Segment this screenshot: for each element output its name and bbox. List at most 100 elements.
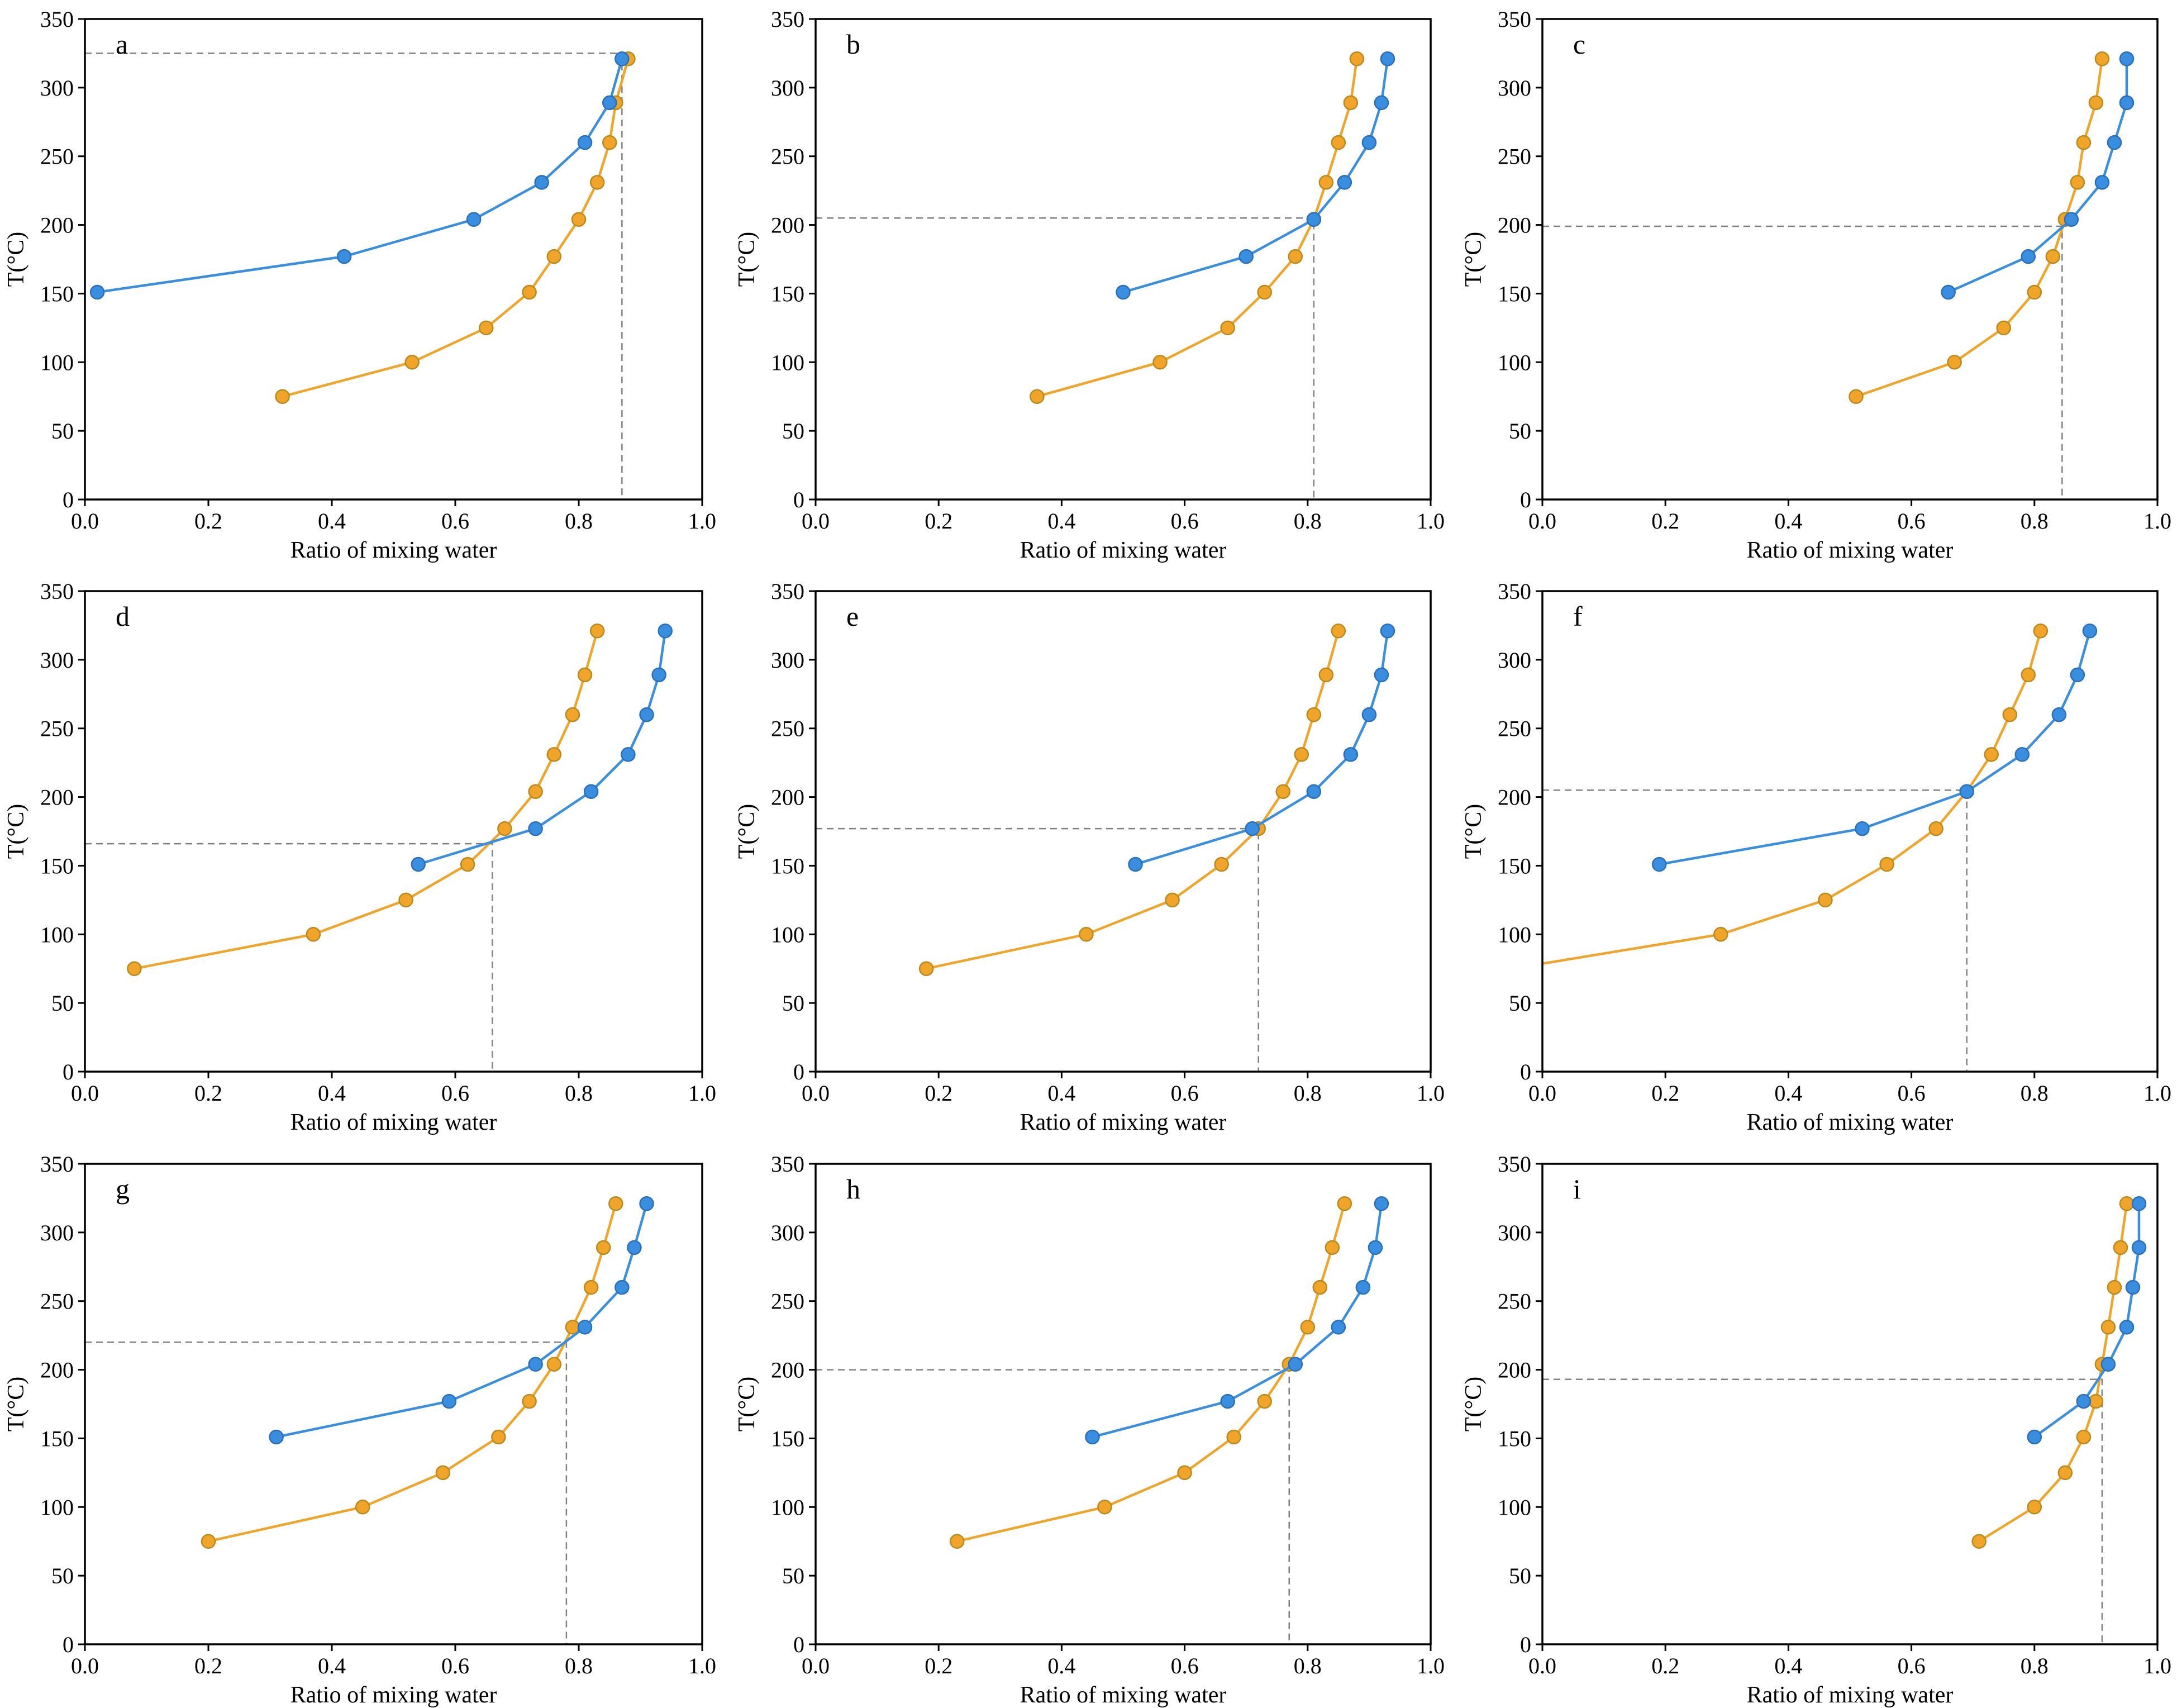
data-point-blue: [2076, 1393, 2092, 1409]
data-point-orange: [1928, 821, 1943, 836]
data-point-blue: [528, 1357, 543, 1372]
x-tick-label: 0.8: [1294, 1081, 1322, 1106]
y-tick-label: 50: [1509, 991, 1531, 1016]
data-point-blue: [2100, 1357, 2116, 1372]
data-point-orange: [127, 961, 142, 976]
data-point-orange: [1713, 927, 1728, 942]
intersection-guide: [816, 1369, 1290, 1644]
panel-label: i: [1573, 1173, 1581, 1205]
data-point-blue: [2070, 667, 2085, 683]
x-tick-label: 0.8: [565, 508, 593, 534]
data-point-orange: [2021, 667, 2036, 683]
data-point-orange: [1079, 927, 1094, 942]
panel-label: f: [1573, 601, 1583, 632]
data-point-orange: [589, 624, 605, 639]
data-point-orange: [2076, 135, 2092, 150]
data-point-orange: [404, 355, 420, 370]
data-point-orange: [2113, 1240, 2128, 1255]
x-tick-label: 0.0: [71, 1081, 99, 1106]
data-point-blue: [1085, 1429, 1100, 1445]
x-tick-label: 1.0: [688, 1653, 716, 1678]
data-point-orange: [2100, 1320, 2116, 1335]
x-tick-label: 0.8: [565, 1653, 593, 1678]
data-point-blue: [1238, 249, 1254, 264]
y-tick-label: 300: [1498, 75, 1531, 101]
y-tick-label: 100: [771, 350, 804, 375]
data-point-blue: [1855, 821, 1870, 836]
y-tick-label: 300: [771, 648, 804, 673]
y-tick-label: 0: [63, 1632, 74, 1657]
y-tick-label: 350: [771, 579, 804, 604]
data-point-orange: [528, 784, 543, 799]
data-point-blue: [1374, 1196, 1389, 1211]
y-tick-label: 150: [771, 853, 804, 878]
data-point-orange: [435, 1465, 451, 1481]
y-tick-label: 250: [1498, 144, 1531, 169]
y-tick-label: 300: [40, 75, 74, 101]
data-point-orange: [1257, 1393, 1272, 1409]
panel-e: 0.0 0.2 0.4 0.6 0.8 1.0 0 50 100 150 200 250 300 350 R…: [734, 579, 1445, 1135]
data-point-orange: [571, 212, 587, 227]
plot-frame: [814, 590, 1432, 1073]
y-tick-label: 200: [40, 213, 74, 238]
series-line-orange: [1542, 630, 2042, 965]
series-line-orange: [208, 1203, 617, 1543]
y-tick-label: 250: [40, 144, 74, 169]
data-point-orange: [2033, 624, 2049, 639]
panel-label: b: [846, 28, 860, 60]
data-point-blue: [441, 1393, 457, 1409]
data-point-orange: [2045, 249, 2061, 264]
data-point-blue: [602, 95, 617, 111]
y-tick-label: 200: [771, 1358, 804, 1383]
data-point-orange: [201, 1534, 216, 1549]
x-tick-label: 0.0: [71, 1653, 99, 1678]
data-point-blue: [2131, 1196, 2147, 1211]
panel-d: 0.0 0.2 0.4 0.6 0.8 1.0 0 50 100 150 200 250 300 350 R…: [3, 579, 716, 1135]
panel-label: c: [1573, 28, 1585, 60]
x-tick-label: 0.8: [1294, 1653, 1322, 1678]
y-tick-label: 150: [1498, 281, 1531, 306]
panel-b: 0.0 0.2 0.4 0.6 0.8 1.0 0 50 100 150 200 250 300 350 R…: [734, 7, 1445, 563]
data-point-orange: [2070, 175, 2085, 190]
data-point-orange: [1343, 95, 1359, 111]
panel-i: 0.0 0.2 0.4 0.6 0.8 1.0 0 50 100 150 200 250 300 350 R…: [1461, 1152, 2171, 1708]
y-tick-label: 0: [63, 1059, 74, 1084]
y-tick-label: 100: [1498, 1495, 1531, 1520]
x-tick-label: 0.6: [1171, 1653, 1199, 1678]
y-tick-label: 150: [771, 281, 804, 306]
series-line-orange: [1855, 58, 2104, 398]
y-tick-label: 350: [40, 1152, 74, 1177]
plot-frame: [84, 1163, 703, 1645]
y-tick-label: 300: [771, 75, 804, 101]
data-point-orange: [1984, 747, 1999, 762]
data-point-orange: [1294, 747, 1309, 762]
data-point-orange: [2094, 51, 2110, 66]
data-point-blue: [1374, 667, 1389, 683]
data-point-blue: [2107, 135, 2122, 150]
data-point-orange: [1879, 857, 1894, 872]
data-point-blue: [577, 1320, 593, 1335]
x-axis-title: Ratio of mixing water: [1747, 1682, 1954, 1708]
data-point-blue: [1651, 857, 1667, 872]
data-point-orange: [2119, 1196, 2135, 1211]
data-point-blue: [89, 284, 105, 300]
x-tick-label: 0.2: [925, 1653, 952, 1678]
intersection-guide: [1542, 789, 1968, 1072]
series-line-blue: [1659, 630, 2092, 866]
y-tick-label: 250: [1498, 716, 1531, 741]
data-point-orange: [1947, 355, 1962, 370]
data-point-orange: [491, 1429, 506, 1445]
y-tick-label: 50: [51, 418, 74, 444]
y-tick-label: 350: [40, 7, 74, 32]
panel-g: 0.0 0.2 0.4 0.6 0.8 1.0 0 50 100 150 200 250 300 350 R…: [3, 1152, 716, 1708]
plot-frame: [84, 590, 703, 1073]
panel-f: 0.0 0.2 0.4 0.6 0.8 1.0 0 50 100 150 200 250 300 350 R…: [1461, 579, 2171, 1135]
y-tick-label: 250: [771, 144, 804, 169]
y-tick-label: 150: [40, 853, 74, 878]
y-axis-title: T(°C): [3, 232, 29, 287]
x-tick-label: 0.6: [1171, 1081, 1199, 1106]
y-tick-label: 300: [40, 648, 74, 673]
data-point-orange: [2002, 707, 2018, 722]
data-point-blue: [1355, 1279, 1371, 1295]
data-point-blue: [1941, 284, 1956, 300]
